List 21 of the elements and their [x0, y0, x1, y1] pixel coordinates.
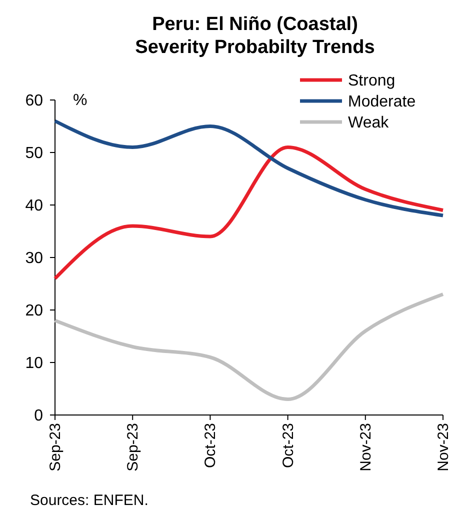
line-series: [53, 146, 445, 280]
legend-label: Moderate: [348, 94, 416, 111]
x-tick-label: Sep-23: [47, 423, 64, 472]
x-tick-label: Nov-23: [435, 423, 452, 472]
y-tick-label: 30: [25, 250, 44, 268]
x-tick-label: Sep-23: [124, 423, 142, 472]
legend-label: Weak: [348, 114, 390, 132]
y-tick-label: 50: [25, 145, 44, 162]
x-tick-label: Oct-23: [202, 423, 220, 468]
x-tick-label: Nov-23: [357, 423, 374, 472]
chart-title: Peru: El Niño (Coastal) Severity Probabilty Trends: [135, 14, 375, 58]
y-axis-title: %: [73, 92, 88, 109]
y-tick-label: 20: [25, 302, 44, 320]
y-tick-label: 10: [25, 355, 44, 372]
source-note: Sources: ENFEN.: [30, 492, 148, 509]
legend-label: Strong: [348, 72, 396, 90]
y-tick-label: 40: [25, 198, 44, 215]
x-tick-label: Oct-23: [280, 423, 297, 468]
y-tick-label: 0: [34, 408, 44, 425]
y-tick-label: 60: [25, 92, 44, 110]
line-series: [53, 292, 445, 401]
